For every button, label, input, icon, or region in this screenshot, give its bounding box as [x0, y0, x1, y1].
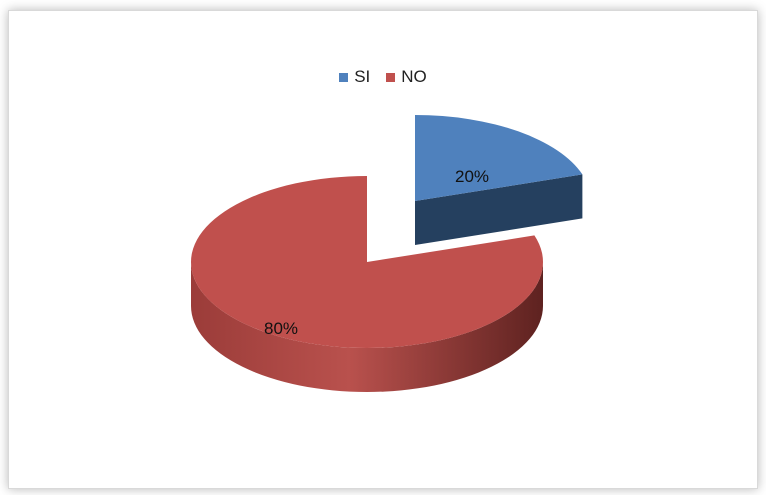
pie-slice-no — [190, 176, 543, 348]
pie-side-no — [191, 262, 543, 392]
slice-label-no: 80% — [264, 319, 298, 338]
legend-item-si: SI — [339, 67, 370, 87]
pie-slice-si — [415, 115, 583, 201]
pie-group: 20% 80% — [190, 115, 583, 392]
legend-label-si: SI — [354, 67, 371, 86]
pie-cut-face-si — [415, 174, 583, 245]
chart-frame: SI NO — [8, 10, 758, 489]
chart-legend: SI NO — [9, 67, 757, 87]
legend-swatch-si — [339, 72, 349, 82]
legend-swatch-no — [386, 72, 396, 82]
slice-label-si: 20% — [455, 167, 489, 186]
legend-label-no: NO — [401, 67, 427, 86]
legend-item-no: NO — [386, 67, 427, 87]
